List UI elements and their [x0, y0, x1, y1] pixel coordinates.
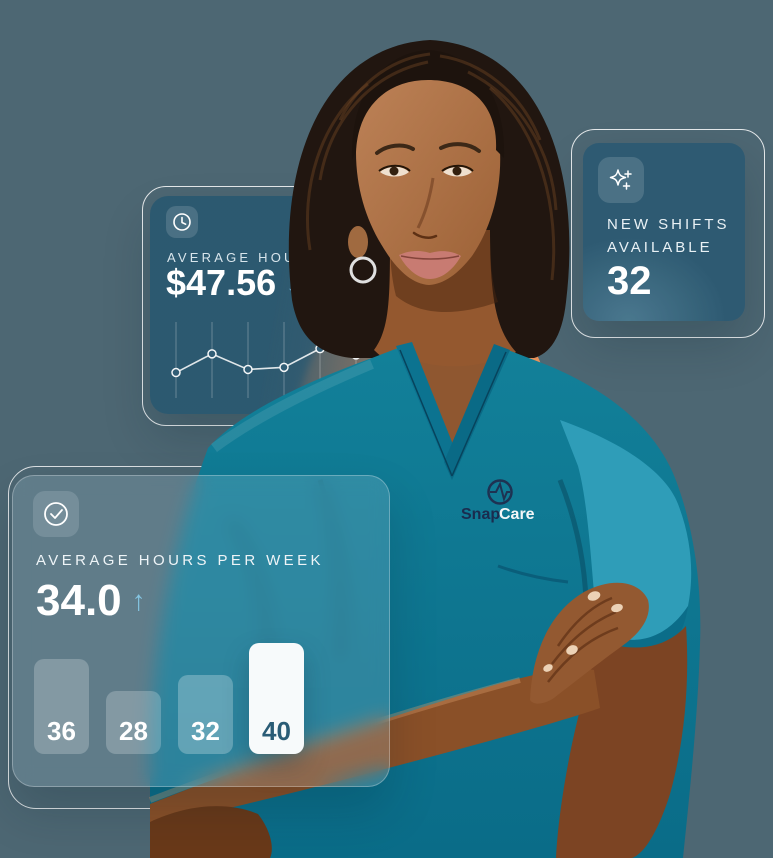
stat-value-row: 34.0 ↑: [36, 576, 146, 626]
hoop-earring: [349, 256, 377, 284]
sparkles-icon-chip: [598, 157, 644, 203]
face: [356, 74, 501, 285]
bar-chip-selected[interactable]: 40: [249, 643, 304, 754]
bar-label: 28: [119, 716, 148, 746]
clock-icon-chip: [166, 206, 198, 238]
stat-value-row: 32: [607, 259, 652, 304]
snapcare-logo-icon: [487, 479, 513, 505]
fist: [150, 806, 272, 858]
stat-label: AVERAGE HOURS PER WEEK: [36, 552, 324, 569]
bar-label: 36: [47, 716, 76, 746]
bar-label: 32: [191, 716, 220, 746]
stat-card-hours-per-week: AVERAGE HOURS PER WEEK 34.0 ↑ 36 28 32 4…: [12, 475, 390, 787]
clock-icon: [173, 213, 191, 231]
logo-text-care: Care: [499, 506, 535, 523]
bar-label: 40: [262, 716, 291, 746]
bar-chip[interactable]: 36: [34, 659, 89, 754]
stat-label-line2: AVAILABLE: [607, 239, 713, 256]
sleeve: [560, 420, 692, 645]
trend-up-icon: ↑: [131, 585, 146, 616]
bar-chip[interactable]: 32: [178, 675, 233, 754]
hours-bar-chart: 36 28 32 40: [34, 594, 369, 754]
logo-text-snap: Snap: [461, 506, 500, 523]
stat-label: NEW SHIFTS AVAILABLE: [607, 213, 730, 259]
chest-pocket: [497, 564, 569, 584]
stat-label-line1: NEW SHIFTS: [607, 216, 730, 233]
check-circle-icon: [44, 502, 68, 526]
stat-value: $47.56: [166, 262, 277, 303]
sparkles-icon: [609, 169, 632, 190]
stat-card-new-shifts: NEW SHIFTS AVAILABLE 32: [583, 143, 745, 321]
check-circle-icon-chip: [33, 491, 79, 537]
stat-value: 32: [607, 259, 652, 303]
bar-chip[interactable]: 28: [106, 691, 161, 754]
stat-value: 34.0: [36, 576, 122, 625]
